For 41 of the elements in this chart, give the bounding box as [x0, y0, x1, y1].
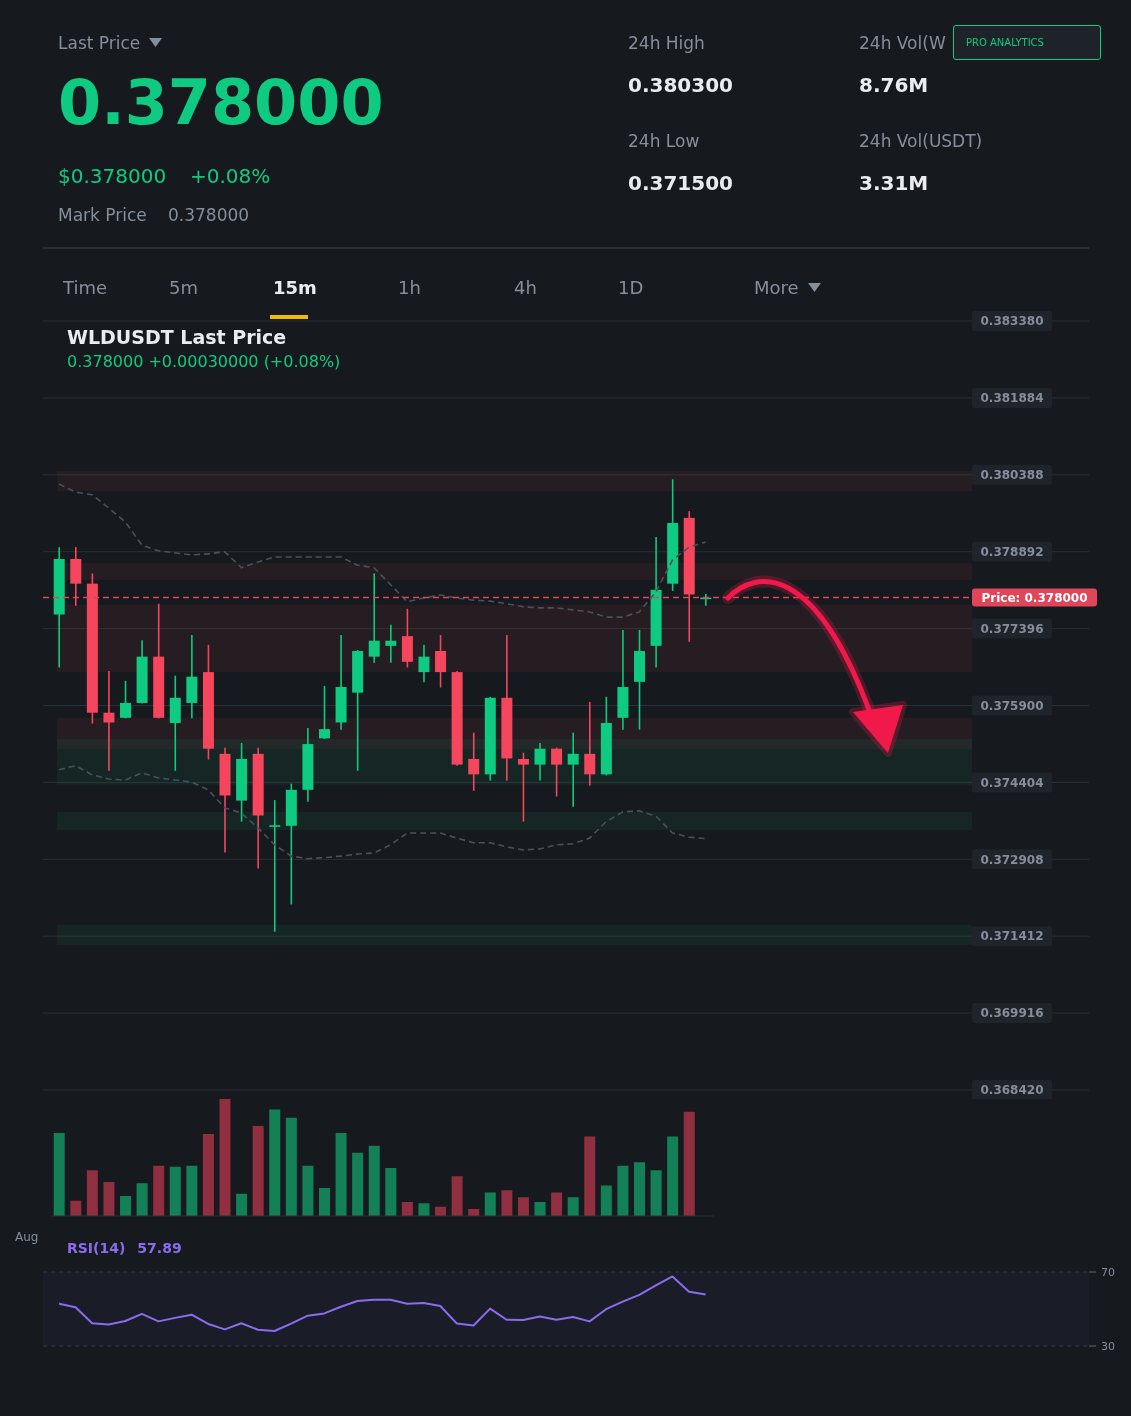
text: RSI(14) — [67, 1240, 126, 1256]
text: 1h — [398, 277, 421, 299]
text: 24h High — [628, 32, 705, 54]
y-tick-label: 30 — [1101, 1339, 1115, 1353]
y-tick-label: 0.378892 — [980, 544, 1044, 559]
y-tick-label: 0.374404 — [980, 775, 1044, 790]
text: Aug — [15, 1230, 39, 1244]
text: 0.371500 — [628, 171, 734, 195]
text: 57.89 — [137, 1240, 182, 1256]
text: 24h Vol(W — [859, 32, 946, 54]
y-tick-label: 0.381884 — [980, 391, 1044, 406]
text: 1D — [618, 277, 644, 299]
y-tick-label: 0.369916 — [980, 1006, 1044, 1021]
text: 0.378000 +0.00030000 (+0.08%) — [67, 352, 341, 371]
text: Last Price — [58, 32, 141, 54]
text: Mark Price — [58, 204, 147, 226]
y-tick-label: 0.371412 — [980, 929, 1044, 944]
y-tick-label: 0.368420 — [980, 1083, 1044, 1098]
text: More — [754, 277, 799, 299]
text: 3.31M — [859, 171, 929, 195]
text: 24h Low — [628, 130, 700, 152]
chart-title: WLDUSDT Last Price — [67, 326, 287, 348]
text: 8.76M — [859, 73, 929, 97]
text: 4h — [514, 277, 537, 299]
button: PRO ANALYTICS — [953, 25, 1101, 60]
y-tick-label: 0.372908 — [980, 852, 1044, 867]
text: 0.380300 — [628, 73, 734, 97]
text: $0.378000 — [58, 164, 167, 188]
text: 15m — [273, 277, 317, 299]
text: 0.378000 — [168, 204, 250, 226]
y-tick-label: 0.383380 — [980, 314, 1044, 329]
y-tick-label: 0.377396 — [980, 621, 1044, 636]
text: +0.08% — [190, 164, 271, 188]
text: 24h Vol(USDT) — [859, 130, 983, 152]
text: Time — [63, 277, 108, 299]
text: 0.378000 — [58, 65, 384, 141]
ref-line-label: Price: 0.378000 — [981, 590, 1088, 605]
y-tick-label: 0.375900 — [980, 698, 1044, 713]
y-tick-label: 70 — [1101, 1265, 1115, 1279]
text: 5m — [169, 277, 198, 299]
y-tick-label: 0.380388 — [980, 468, 1044, 482]
